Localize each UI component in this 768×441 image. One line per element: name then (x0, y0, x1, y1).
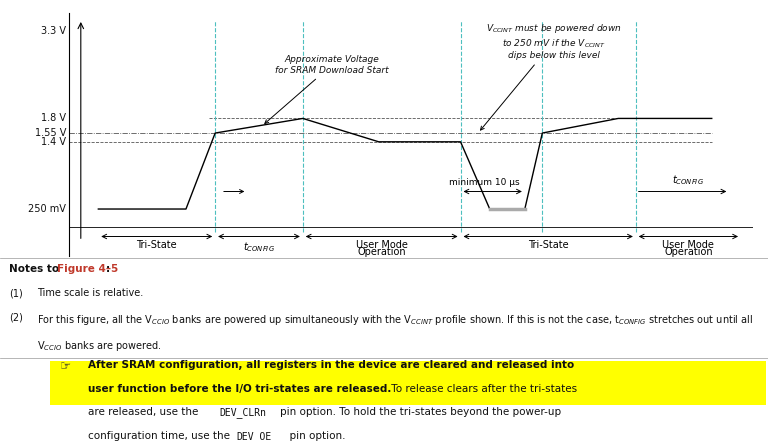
Text: 3.3 V: 3.3 V (41, 26, 66, 36)
Text: $V_{CCINT}$ must be powered down
to 250 mV if the $V_{CCINT}$
dips below this le: $V_{CCINT}$ must be powered down to 250 … (481, 22, 622, 130)
Text: 250 mV: 250 mV (28, 204, 66, 214)
Text: DEV_OE: DEV_OE (237, 431, 272, 441)
Text: (1): (1) (9, 288, 23, 298)
Text: V$_{CCIO}$ banks are powered.: V$_{CCIO}$ banks are powered. (37, 339, 161, 353)
Text: User Mode: User Mode (356, 240, 408, 250)
Text: Notes to: Notes to (9, 264, 63, 274)
Text: 1.4 V: 1.4 V (41, 137, 66, 147)
Text: For this figure, all the V$_{CCIO}$ banks are powered up simultaneously with the: For this figure, all the V$_{CCIO}$ bank… (37, 313, 753, 327)
Text: pin option.: pin option. (283, 431, 345, 441)
Text: Time scale is relative.: Time scale is relative. (37, 288, 143, 298)
Text: Operation: Operation (664, 247, 713, 257)
Text: 1.8 V: 1.8 V (41, 113, 66, 123)
Text: User Mode: User Mode (663, 240, 714, 250)
Text: Figure 4–5: Figure 4–5 (57, 264, 118, 274)
Text: Tri-State: Tri-State (528, 240, 568, 250)
Text: After SRAM configuration, all registers in the device are cleared and released i: After SRAM configuration, all registers … (88, 360, 574, 370)
Text: Operation: Operation (357, 247, 406, 257)
Text: To release clears after the tri-states: To release clears after the tri-states (388, 384, 577, 394)
FancyBboxPatch shape (50, 362, 766, 405)
Text: 1.55 V: 1.55 V (35, 128, 66, 138)
Text: :: : (106, 264, 110, 274)
Text: configuration time, use the: configuration time, use the (88, 431, 233, 441)
Text: Tri-State: Tri-State (137, 240, 177, 250)
Text: $t_{CONFIG}$: $t_{CONFIG}$ (243, 240, 275, 254)
Text: user function before the I/O tri-states are released.: user function before the I/O tri-states … (88, 384, 392, 394)
Text: ☞: ☞ (60, 360, 71, 373)
Text: Approximate Voltage
for SRAM Download Start: Approximate Voltage for SRAM Download St… (265, 55, 389, 123)
Text: pin option. To hold the tri-states beyond the power-up: pin option. To hold the tri-states beyon… (280, 407, 561, 418)
Text: $t_{CONFIG}$: $t_{CONFIG}$ (673, 173, 704, 187)
Text: minimum 10 µs: minimum 10 µs (449, 178, 519, 187)
Text: (2): (2) (9, 313, 23, 322)
Text: DEV_CLRn: DEV_CLRn (219, 407, 266, 419)
Text: are released, use the: are released, use the (88, 407, 202, 418)
